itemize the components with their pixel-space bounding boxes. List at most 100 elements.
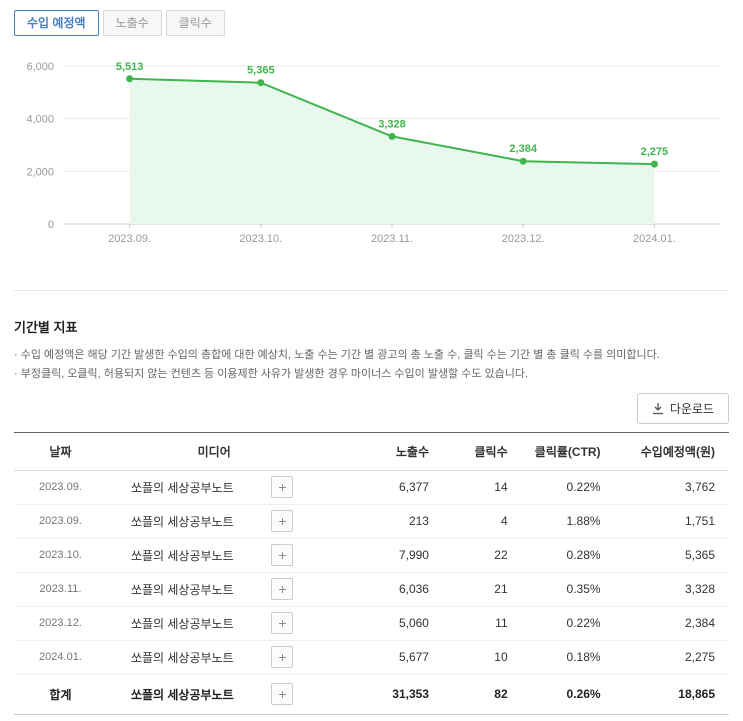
svg-text:5,513: 5,513	[116, 61, 144, 73]
revenue-chart: 0 2,000 4,000 6,000 2023.09. 2023.10. 2023.11.…	[14, 48, 729, 260]
note-item: · 수입 예정액은 해당 기간 발생한 수입의 총합에 대한 예상치, 노출 수…	[14, 349, 660, 362]
cell-ctr: 0.18%	[521, 640, 615, 675]
svg-text:2,275: 2,275	[641, 146, 669, 158]
media-name: 쏘플의 세상공부노트	[130, 548, 234, 563]
cell-clicks: 82	[442, 673, 522, 715]
cell-revenue: 2,275	[614, 640, 729, 675]
cell-ctr: 1.88%	[521, 504, 615, 539]
table-total-row: 합계 쏘플의 세상공부노트 +31,353 82 0.26% 18,865	[14, 673, 729, 715]
cell-date: 2023.11.	[14, 572, 107, 607]
cell-impressions: 6,036	[321, 572, 443, 607]
cell-clicks: 21	[442, 572, 522, 607]
cell-media: 쏘플의 세상공부노트 +	[106, 640, 322, 675]
svg-text:3,328: 3,328	[378, 119, 406, 131]
total-label: 합계	[14, 673, 107, 715]
svg-text:2024.01.: 2024.01.	[633, 233, 676, 245]
svg-text:5,365: 5,365	[247, 65, 275, 77]
cell-clicks: 22	[442, 538, 522, 573]
metric-tabs: 수입 예정액 노출수 클릭수	[14, 10, 729, 37]
cell-date: 2023.12.	[14, 606, 107, 641]
expand-row-button[interactable]: +	[271, 612, 294, 635]
svg-text:0: 0	[48, 219, 54, 231]
table-row: 2024.01. 쏘플의 세상공부노트 +5,677 10 0.18% 2,275	[14, 640, 729, 675]
svg-text:2,000: 2,000	[26, 167, 54, 179]
cell-ctr: 0.22%	[521, 470, 615, 505]
cell-media: 쏘플의 세상공부노트 +	[106, 470, 322, 505]
cell-media: 쏘플의 세상공부노트 +	[106, 606, 322, 641]
tab-impressions[interactable]: 노출수	[102, 10, 162, 37]
expand-row-button[interactable]: +	[271, 578, 294, 601]
cell-revenue: 1,751	[614, 504, 729, 539]
cell-media: 쏘플의 세상공부노트 +	[106, 673, 322, 715]
tab-revenue[interactable]: 수입 예정액	[14, 10, 99, 37]
column-header: 날짜	[14, 431, 107, 471]
cell-clicks: 10	[442, 640, 522, 675]
download-button[interactable]: 다운로드	[636, 392, 729, 424]
tab-clicks[interactable]: 클릭수	[165, 10, 225, 37]
cell-clicks: 4	[442, 504, 522, 539]
cell-date: 2023.10.	[14, 538, 107, 573]
table-row: 2023.10. 쏘플의 세상공부노트 +7,990 22 0.28% 5,365	[14, 538, 729, 573]
section-divider	[14, 290, 729, 292]
cell-media: 쏘플의 세상공부노트 +	[106, 504, 322, 539]
cell-media: 쏘플의 세상공부노트 +	[106, 572, 322, 607]
column-header: 클릭률(CTR)	[521, 431, 615, 471]
area-chart-svg: 0 2,000 4,000 6,000 2023.09. 2023.10. 2023.11.…	[26, 61, 720, 245]
table-row: 2023.09. 쏘플의 세상공부노트 +6,377 14 0.22% 3,762	[14, 470, 729, 505]
expand-row-button[interactable]: +	[271, 510, 294, 533]
svg-text:2023.12.: 2023.12.	[502, 233, 545, 245]
cell-impressions: 5,060	[321, 606, 443, 641]
download-button-label: 다운로드	[669, 401, 714, 416]
expand-row-button[interactable]: +	[271, 683, 294, 706]
download-row: 다운로드	[14, 392, 729, 424]
column-header: 노출수	[321, 431, 443, 471]
svg-text:6,000: 6,000	[26, 61, 54, 73]
cell-ctr: 0.35%	[521, 572, 615, 607]
table-row: 2023.11. 쏘플의 세상공부노트 +6,036 21 0.35% 3,328	[14, 572, 729, 607]
cell-ctr: 0.28%	[521, 538, 615, 573]
cell-impressions: 7,990	[321, 538, 443, 573]
svg-text:2023.09.: 2023.09.	[108, 233, 151, 245]
cell-revenue: 3,328	[614, 572, 729, 607]
cell-revenue: 3,762	[614, 470, 729, 505]
cell-ctr: 0.26%	[521, 673, 615, 715]
cell-impressions: 5,677	[321, 640, 443, 675]
table-row: 2023.09. 쏘플의 세상공부노트 +213 4 1.88% 1,751	[14, 504, 729, 539]
svg-text:2,384: 2,384	[509, 144, 537, 156]
table-row: 2023.12. 쏘플의 세상공부노트 +5,060 11 0.22% 2,384	[14, 606, 729, 641]
cell-clicks: 11	[442, 606, 522, 641]
cell-date: 2024.01.	[14, 640, 107, 675]
expand-row-button[interactable]: +	[271, 476, 294, 499]
cell-revenue: 18,865	[614, 673, 729, 715]
adfit-report-page: 수입 예정액 노출수 클릭수 0 2,000 4,000 6,000 2023.09. 202…	[14, 10, 729, 715]
notes-list: · 수입 예정액은 해당 기간 발생한 수입의 총합에 대한 예상치, 노출 수…	[14, 346, 729, 382]
cell-revenue: 2,384	[614, 606, 729, 641]
expand-row-button[interactable]: +	[271, 544, 294, 567]
column-header: 클릭수	[442, 431, 522, 471]
svg-text:2023.10.: 2023.10.	[239, 233, 282, 245]
cell-date: 2023.09.	[14, 504, 107, 539]
media-name: 쏘플의 세상공부노트	[130, 687, 234, 702]
column-header: 수입예정액(원)	[614, 431, 729, 471]
cell-revenue: 5,365	[614, 538, 729, 573]
cell-impressions: 31,353	[321, 673, 443, 715]
media-name: 쏘플의 세상공부노트	[130, 616, 234, 631]
period-metrics-table: 날짜 미디어 노출수 클릭수 클릭률(CTR) 수입예정액(원) 2023.09. 쏘플의 …	[14, 431, 729, 715]
column-header: 미디어	[106, 431, 322, 471]
svg-text:4,000: 4,000	[26, 114, 54, 126]
media-name: 쏘플의 세상공부노트	[130, 650, 234, 665]
cell-date: 2023.09.	[14, 470, 107, 505]
media-name: 쏘플의 세상공부노트	[130, 480, 234, 495]
cell-media: 쏘플의 세상공부노트 +	[106, 538, 322, 573]
note-item: · 부정클릭, 오클릭, 허용되지 않는 컨텐츠 등 이용제한 사유가 발생한 …	[14, 367, 529, 380]
expand-row-button[interactable]: +	[271, 646, 294, 669]
media-name: 쏘플의 세상공부노트	[130, 582, 234, 597]
cell-clicks: 14	[442, 470, 522, 505]
cell-ctr: 0.22%	[521, 606, 615, 641]
table-header: 날짜 미디어 노출수 클릭수 클릭률(CTR) 수입예정액(원)	[14, 431, 729, 471]
download-icon	[652, 402, 663, 414]
media-name: 쏘플의 세상공부노트	[130, 514, 234, 529]
cell-impressions: 213	[321, 504, 443, 539]
svg-text:2023.11.: 2023.11.	[371, 233, 413, 245]
cell-impressions: 6,377	[321, 470, 443, 505]
